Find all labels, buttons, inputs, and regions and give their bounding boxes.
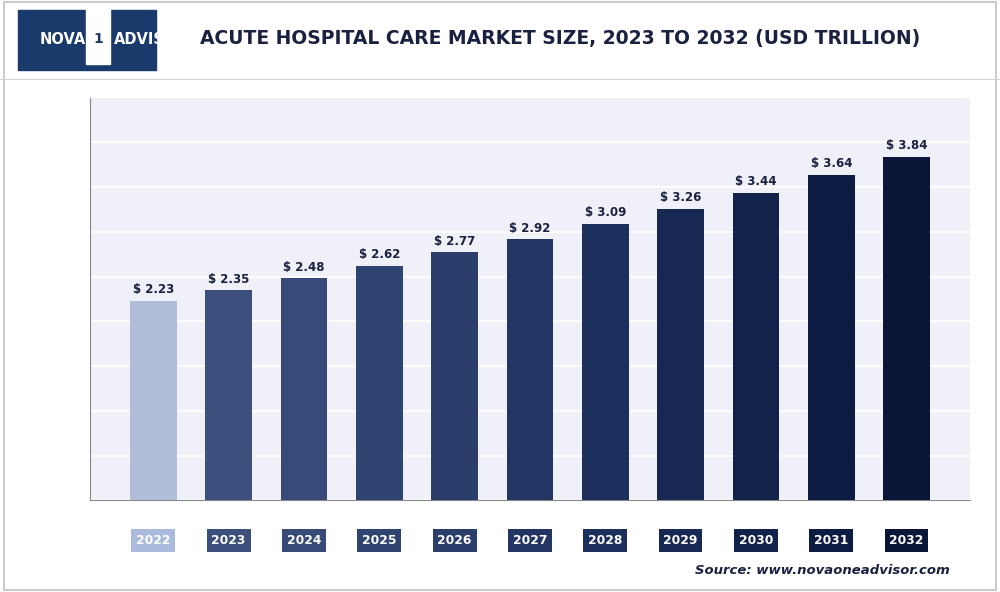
Text: 2028: 2028 xyxy=(588,534,623,547)
FancyBboxPatch shape xyxy=(18,9,156,70)
Text: 2029: 2029 xyxy=(663,534,698,547)
Bar xyxy=(507,239,553,500)
Text: NOVA: NOVA xyxy=(40,31,86,47)
Text: $ 2.23: $ 2.23 xyxy=(133,284,174,296)
Bar xyxy=(281,278,327,500)
Text: 2027: 2027 xyxy=(513,534,547,547)
Text: 2026: 2026 xyxy=(437,534,472,547)
FancyBboxPatch shape xyxy=(86,0,110,64)
Text: $ 3.44: $ 3.44 xyxy=(735,175,777,188)
Bar xyxy=(130,301,177,500)
Text: $ 2.35: $ 2.35 xyxy=(208,272,249,285)
Text: Source: www.novaoneadvisor.com: Source: www.novaoneadvisor.com xyxy=(695,564,950,577)
Text: $ 3.26: $ 3.26 xyxy=(660,191,701,204)
Text: 2032: 2032 xyxy=(889,534,924,547)
Text: 2025: 2025 xyxy=(362,534,397,547)
Bar xyxy=(205,290,252,500)
Text: $ 3.64: $ 3.64 xyxy=(811,157,852,170)
Text: ACUTE HOSPITAL CARE MARKET SIZE, 2023 TO 2032 (USD TRILLION): ACUTE HOSPITAL CARE MARKET SIZE, 2023 TO… xyxy=(200,29,920,48)
Text: $ 2.92: $ 2.92 xyxy=(509,221,551,234)
Bar xyxy=(733,192,779,500)
Text: 2022: 2022 xyxy=(136,534,171,547)
Bar xyxy=(356,266,403,500)
Text: $ 2.48: $ 2.48 xyxy=(283,261,325,274)
Text: 2024: 2024 xyxy=(287,534,321,547)
Text: 2030: 2030 xyxy=(739,534,773,547)
Bar xyxy=(657,208,704,500)
Bar xyxy=(883,157,930,500)
Text: $ 2.77: $ 2.77 xyxy=(434,235,475,248)
Bar xyxy=(431,252,478,500)
Text: ADVISOR: ADVISOR xyxy=(114,31,189,47)
Text: 1: 1 xyxy=(93,32,103,46)
Text: $ 3.09: $ 3.09 xyxy=(585,207,626,220)
Text: $ 2.62: $ 2.62 xyxy=(359,249,400,262)
Text: $ 3.84: $ 3.84 xyxy=(886,139,927,152)
Text: 2023: 2023 xyxy=(211,534,246,547)
Bar xyxy=(808,175,855,500)
Bar xyxy=(582,224,629,500)
Text: 2031: 2031 xyxy=(814,534,849,547)
